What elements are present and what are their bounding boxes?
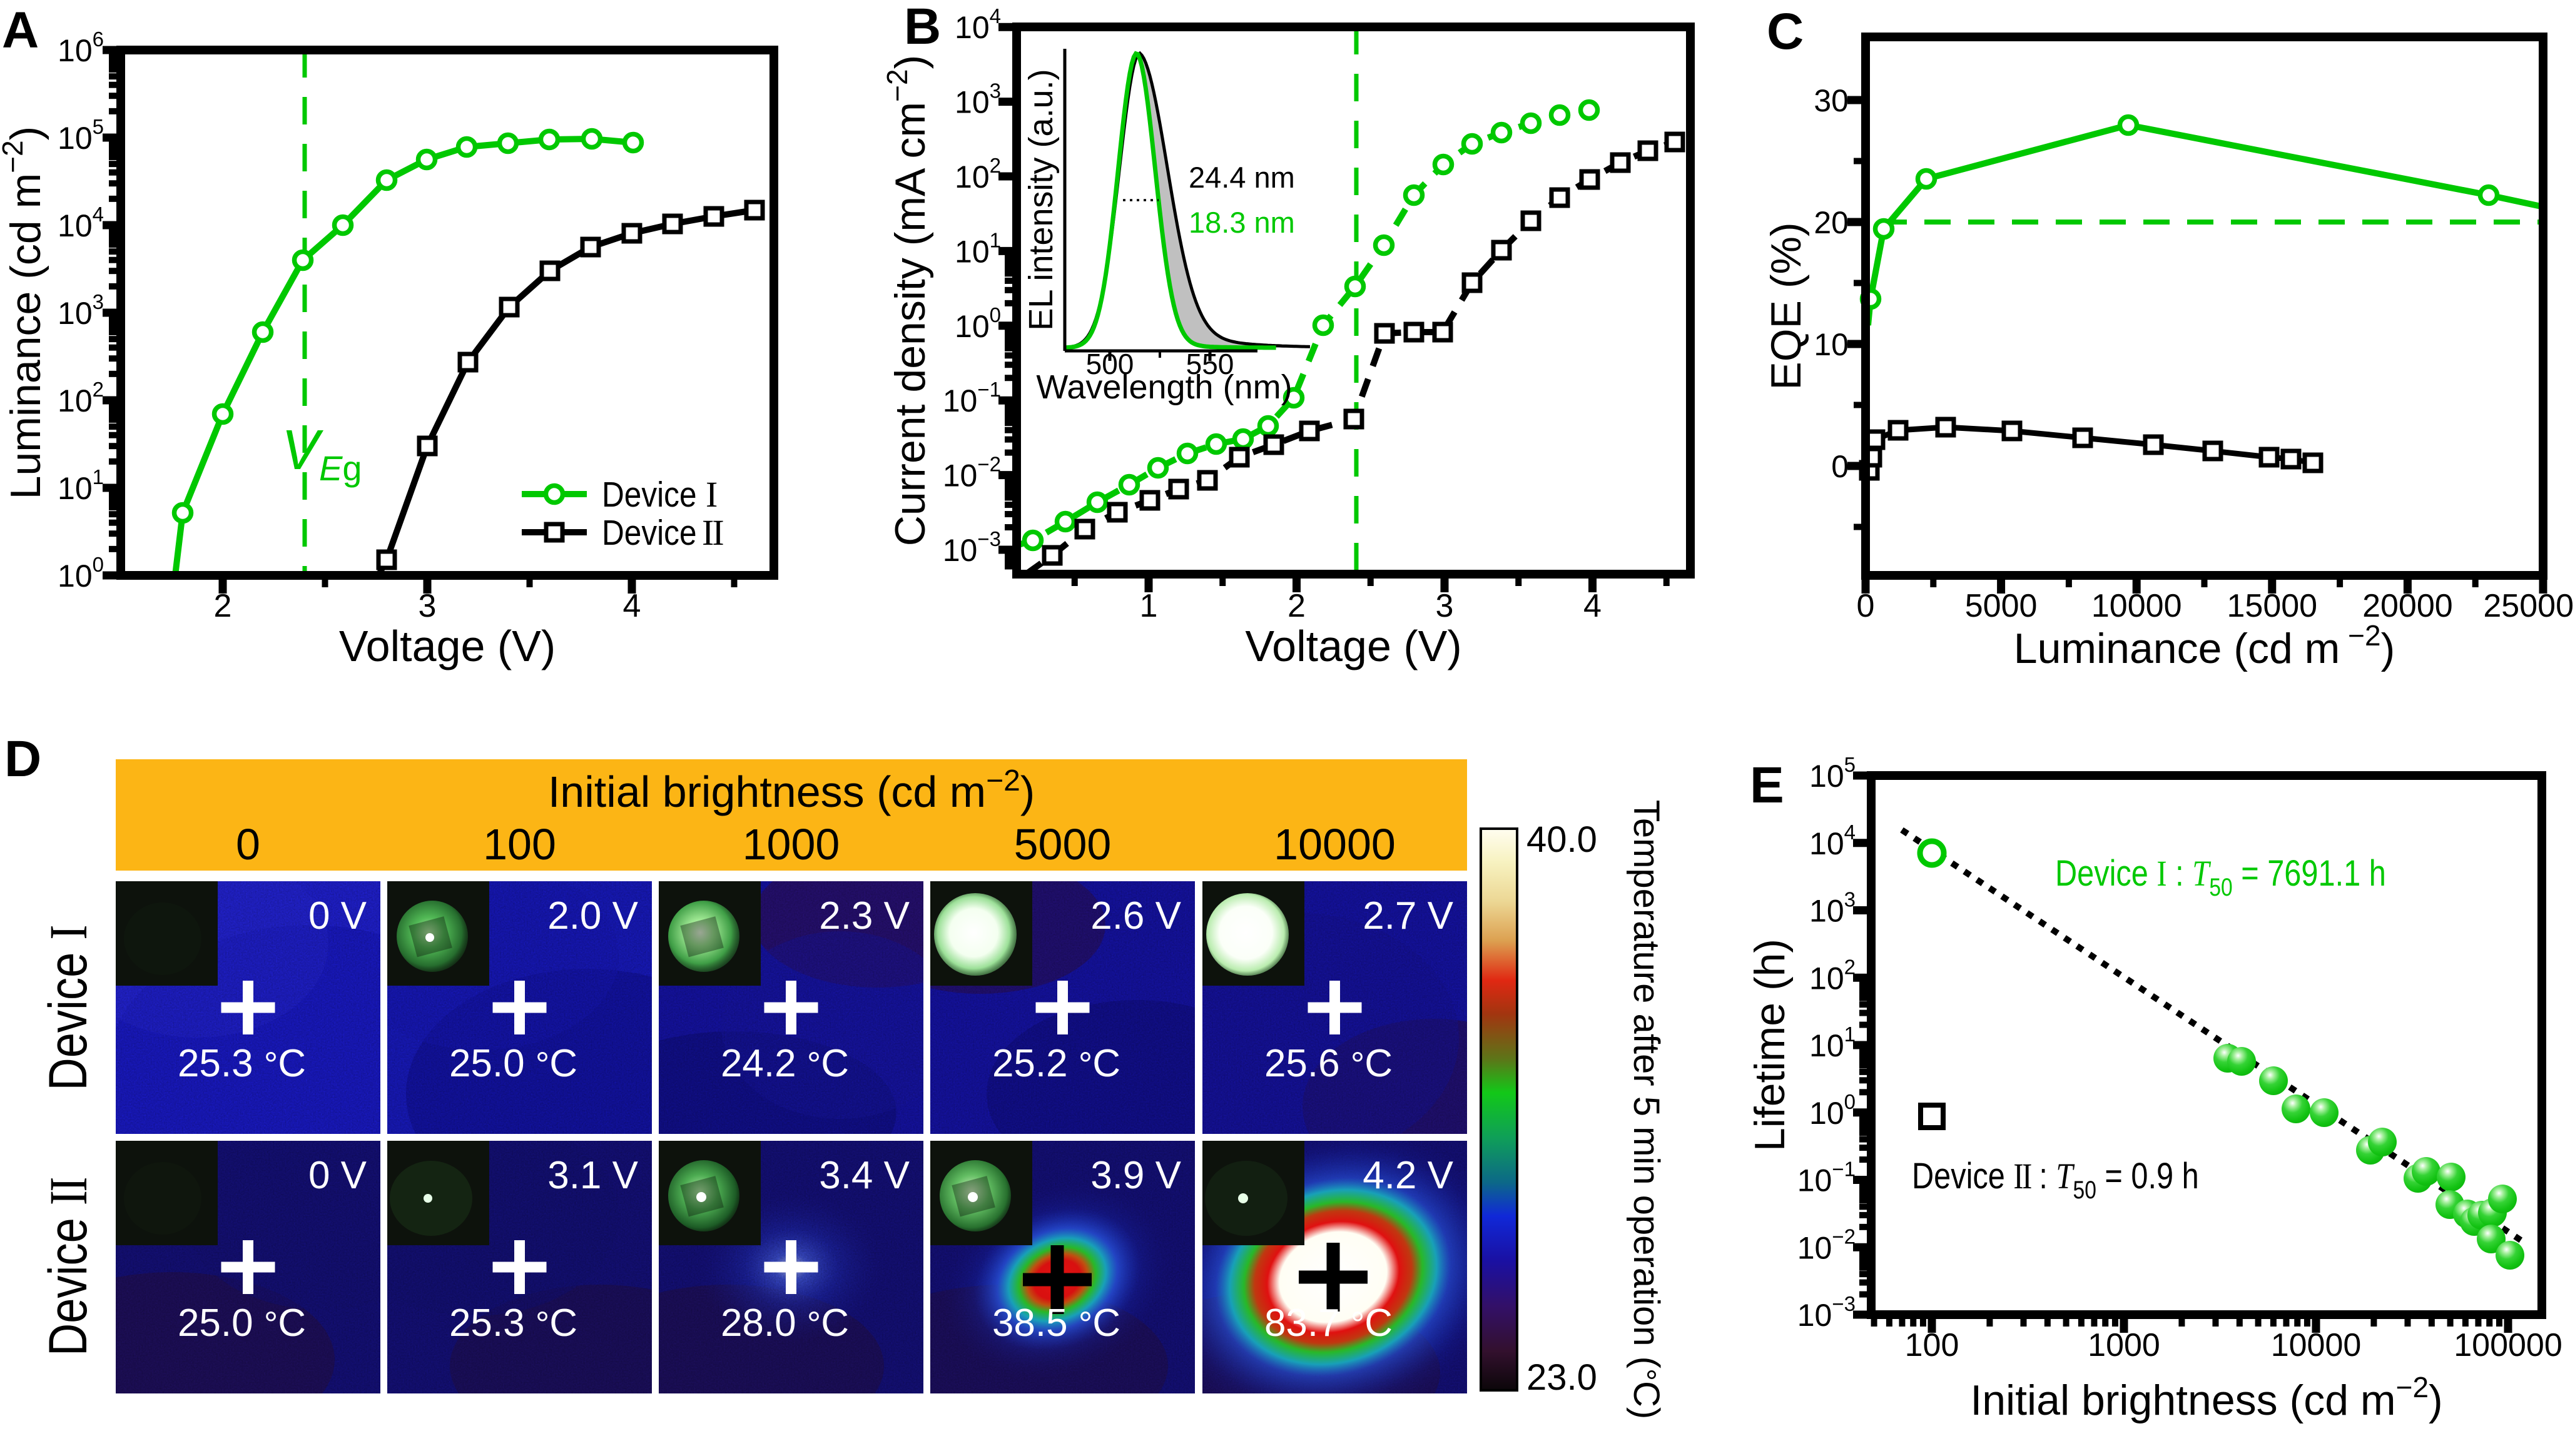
svg-text:100: 100 [1905, 1327, 1959, 1363]
svg-text:3: 3 [1436, 588, 1454, 624]
svg-text:100000: 100000 [2454, 1327, 2562, 1363]
svg-text:10000: 10000 [2271, 1327, 2362, 1363]
svg-text:24.4 nm: 24.4 nm [1189, 161, 1295, 194]
svg-text:Initial brightness (cd m−2): Initial brightness (cd m−2) [548, 764, 1035, 816]
svg-text:Device: Device [602, 475, 697, 515]
svg-text:25.6 °C: 25.6 °C [1264, 1042, 1393, 1085]
svg-text:Device II : T50 = 0.9 h: Device II : T50 = 0.9 h [1912, 1156, 2199, 1204]
svg-text:2.3 V: 2.3 V [819, 894, 910, 938]
svg-text:0 V: 0 V [308, 894, 367, 938]
svg-text:Luminance (cd m−2): Luminance (cd m−2) [0, 126, 49, 500]
svg-text:4.2 V: 4.2 V [1363, 1154, 1453, 1197]
svg-text:3: 3 [419, 588, 437, 624]
svg-text:C: C [1767, 3, 1804, 60]
svg-text:10−2: 10−2 [943, 453, 1001, 493]
svg-text:Wavelength (nm): Wavelength (nm) [1036, 368, 1292, 406]
svg-text:B: B [904, 0, 941, 55]
svg-text:Voltage (V): Voltage (V) [1245, 622, 1461, 670]
svg-text:E: E [1750, 757, 1784, 814]
svg-text:Device I: Device I [38, 925, 98, 1091]
svg-text:Lifetime (h): Lifetime (h) [1746, 939, 1794, 1151]
svg-text:2: 2 [1288, 588, 1306, 624]
svg-text:Luminance (cd m −2): Luminance (cd m −2) [2014, 619, 2395, 672]
svg-text:2.7 V: 2.7 V [1363, 894, 1453, 938]
svg-text:A: A [2, 2, 39, 59]
svg-text:23.0: 23.0 [1526, 1357, 1597, 1398]
svg-text:20: 20 [1814, 205, 1849, 240]
svg-text:10−1: 10−1 [943, 378, 1001, 418]
svg-text:18.3 nm: 18.3 nm [1189, 206, 1295, 239]
svg-text:D: D [4, 731, 41, 787]
svg-text:Device II: Device II [38, 1178, 98, 1356]
svg-text:20000: 20000 [2362, 588, 2453, 624]
svg-text:0 V: 0 V [308, 1154, 367, 1197]
svg-text:2: 2 [214, 588, 232, 624]
svg-text:104: 104 [58, 203, 104, 243]
svg-text:28.0 °C: 28.0 °C [721, 1302, 849, 1345]
svg-text:1: 1 [1140, 588, 1158, 624]
svg-text:EL intensity (a.u.): EL intensity (a.u.) [1022, 69, 1060, 330]
svg-text:Device: Device [602, 513, 697, 553]
svg-text:25000: 25000 [2483, 588, 2574, 624]
svg-text:3.9 V: 3.9 V [1090, 1154, 1181, 1197]
svg-text:24.2 °C: 24.2 °C [721, 1042, 849, 1085]
svg-text:83.7 °C: 83.7 °C [1264, 1302, 1393, 1345]
svg-text:100: 100 [483, 820, 556, 869]
svg-text:Initial brightness (cd m−2): Initial brightness (cd m−2) [1970, 1371, 2442, 1424]
svg-text:25.0 °C: 25.0 °C [449, 1042, 577, 1085]
svg-text:1000: 1000 [2088, 1327, 2160, 1363]
svg-text:25.3 °C: 25.3 °C [178, 1042, 306, 1085]
svg-text:2.6 V: 2.6 V [1090, 894, 1181, 938]
svg-text:10−2: 10−2 [1797, 1225, 1856, 1265]
svg-text:0: 0 [236, 820, 260, 869]
svg-text:550: 550 [1186, 348, 1234, 380]
svg-text:30: 30 [1814, 83, 1849, 118]
svg-text:15000: 15000 [2227, 588, 2317, 624]
svg-text:38.5 °C: 38.5 °C [992, 1302, 1120, 1345]
svg-text:500: 500 [1086, 348, 1134, 380]
svg-text:10000: 10000 [2091, 588, 2182, 624]
svg-text:3.1 V: 3.1 V [547, 1154, 638, 1197]
svg-text:25.3 °C: 25.3 °C [449, 1302, 577, 1345]
svg-text:Temperature after 5 min operat: Temperature after 5 min operation (°C) [1626, 800, 1667, 1419]
svg-text:25.0 °C: 25.0 °C [178, 1302, 306, 1345]
svg-text:40.0: 40.0 [1526, 819, 1597, 860]
svg-text:II: II [702, 512, 723, 553]
svg-text:Current density (mA cm−2): Current density (mA cm−2) [881, 55, 934, 547]
svg-text:2.0 V: 2.0 V [547, 894, 638, 938]
svg-text:0: 0 [1857, 588, 1875, 624]
svg-text:5000: 5000 [1965, 588, 2038, 624]
svg-text:4: 4 [1583, 588, 1602, 624]
svg-text:5000: 5000 [1014, 820, 1112, 869]
svg-text:10: 10 [1814, 327, 1849, 362]
svg-text:0: 0 [1831, 449, 1849, 484]
svg-text:4: 4 [623, 588, 641, 624]
svg-text:1000: 1000 [743, 820, 840, 869]
svg-text:25.2 °C: 25.2 °C [992, 1042, 1120, 1085]
svg-text:3.4 V: 3.4 V [819, 1154, 910, 1197]
svg-text:I: I [706, 474, 718, 515]
svg-text:EQE (%): EQE (%) [1762, 222, 1810, 390]
svg-text:10000: 10000 [1274, 820, 1396, 869]
svg-text:Voltage (V): Voltage (V) [339, 622, 556, 670]
svg-text:Device I : T50 = 7691.1 h: Device I : T50 = 7691.1 h [2055, 853, 2386, 901]
